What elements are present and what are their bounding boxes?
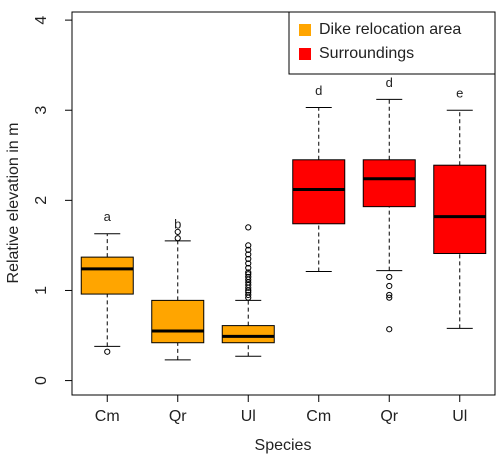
outlier (245, 242, 252, 249)
significance-letter: d (386, 75, 393, 90)
outlier (245, 273, 252, 281)
x-tick-label: Ul (452, 408, 467, 425)
legend-label: Surroundings (319, 45, 414, 62)
legend-label: Dike relocation area (319, 21, 461, 38)
significance-letter: c (245, 276, 252, 291)
outlier (245, 260, 252, 267)
outlier (386, 291, 393, 299)
box (292, 159, 346, 225)
x-tick-label: Ul (241, 408, 256, 425)
outlier (174, 228, 181, 235)
box (80, 256, 134, 295)
outlier (245, 264, 252, 272)
y-tick-label: 0 (33, 376, 50, 385)
legend-box (288, 11, 496, 75)
x-axis-label: Species (255, 437, 312, 454)
legend-swatch (299, 48, 311, 60)
outlier (386, 273, 393, 281)
outlier (174, 235, 181, 242)
significance-letter: d (315, 83, 322, 98)
outlier (245, 224, 252, 231)
box (151, 299, 205, 344)
outlier (386, 326, 393, 333)
outlier (245, 291, 252, 299)
outlier (104, 348, 111, 355)
plot-frame (71, 11, 496, 396)
y-axis-label: Relative elevation in m (5, 123, 22, 284)
outlier (245, 246, 252, 254)
outlier (386, 282, 393, 290)
outlier (386, 294, 393, 301)
outlier (245, 269, 252, 276)
significance-letter: a (104, 209, 112, 224)
y-tick-label: 1 (33, 286, 50, 295)
x-tick-label: Cm (95, 408, 120, 425)
significance-letter: b (174, 216, 181, 231)
outlier (245, 289, 252, 296)
y-tick-label: 2 (33, 196, 50, 205)
x-tick-label: Qr (380, 408, 398, 425)
outlier (245, 271, 252, 278)
box (221, 325, 275, 344)
y-tick-label: 4 (33, 16, 50, 25)
legend-swatch (299, 24, 311, 36)
significance-letter: e (456, 86, 463, 101)
box (433, 164, 487, 255)
outlier (245, 251, 252, 258)
outlier (245, 255, 252, 263)
box (362, 159, 416, 208)
x-tick-label: Qr (169, 408, 187, 425)
y-tick-label: 3 (33, 106, 50, 115)
x-tick-label: Cm (306, 408, 331, 425)
